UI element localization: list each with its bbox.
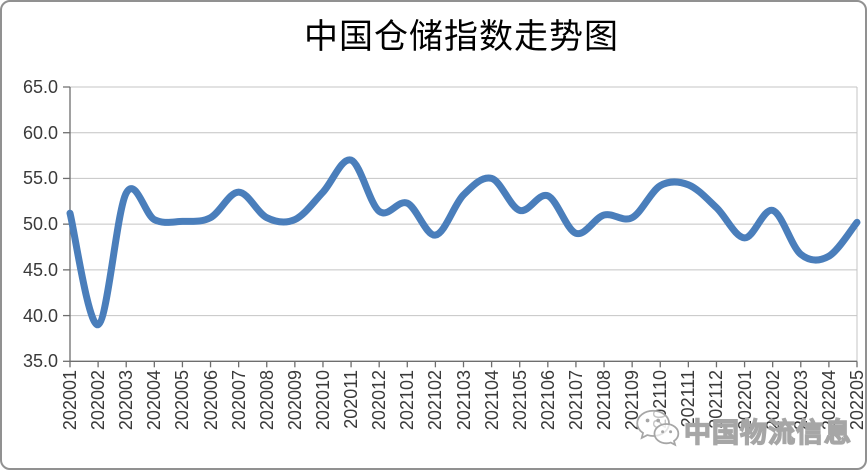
x-axis-label: 202103 xyxy=(453,370,474,431)
x-axis-label: 202106 xyxy=(537,370,558,431)
x-axis-label: 202003 xyxy=(116,370,137,431)
x-axis-label: 202204 xyxy=(818,370,839,431)
chart-title: 中国仓储指数走势图 xyxy=(304,19,619,56)
x-axis-label: 202010 xyxy=(312,370,333,431)
x-axis-label: 202001 xyxy=(60,370,80,431)
x-axis-label: 202201 xyxy=(734,370,755,431)
y-axis-label: 45.0 xyxy=(22,259,58,280)
y-axis-label: 55.0 xyxy=(22,168,58,189)
x-axis-label: 202108 xyxy=(594,370,615,431)
x-axis-label: 202006 xyxy=(200,370,221,431)
x-axis-label: 202111 xyxy=(678,370,699,428)
x-axis-label: 202008 xyxy=(256,370,277,431)
x-axis-label: 202104 xyxy=(481,370,502,431)
x-axis-label: 202007 xyxy=(228,370,249,431)
x-axis-label: 202012 xyxy=(369,370,390,431)
x-axis-label: 202011 xyxy=(341,370,362,430)
x-axis-label: 202102 xyxy=(425,370,446,431)
x-axis-label: 202002 xyxy=(88,370,109,431)
x-axis-label: 202005 xyxy=(172,370,193,431)
y-axis-label: 40.0 xyxy=(22,305,58,326)
y-axis-label: 50.0 xyxy=(22,214,58,235)
x-axis-label: 202101 xyxy=(397,370,418,431)
x-axis-label: 202107 xyxy=(565,370,586,431)
x-axis-label: 202009 xyxy=(284,370,305,431)
x-axis-label: 202205 xyxy=(847,370,867,431)
y-axis-label: 35.0 xyxy=(22,351,58,372)
index-line-series xyxy=(66,156,861,329)
x-axis-label: 202203 xyxy=(790,370,811,431)
x-axis-label: 202202 xyxy=(762,370,783,431)
x-axis-label: 202109 xyxy=(622,370,643,431)
x-axis-label: 202112 xyxy=(706,370,727,430)
x-axis-label: 202004 xyxy=(144,370,165,431)
y-axis-label: 60.0 xyxy=(22,122,58,143)
x-axis-label: 202105 xyxy=(509,370,530,431)
x-axis-label: 202110 xyxy=(650,370,671,430)
y-axis-label: 65.0 xyxy=(22,77,58,97)
